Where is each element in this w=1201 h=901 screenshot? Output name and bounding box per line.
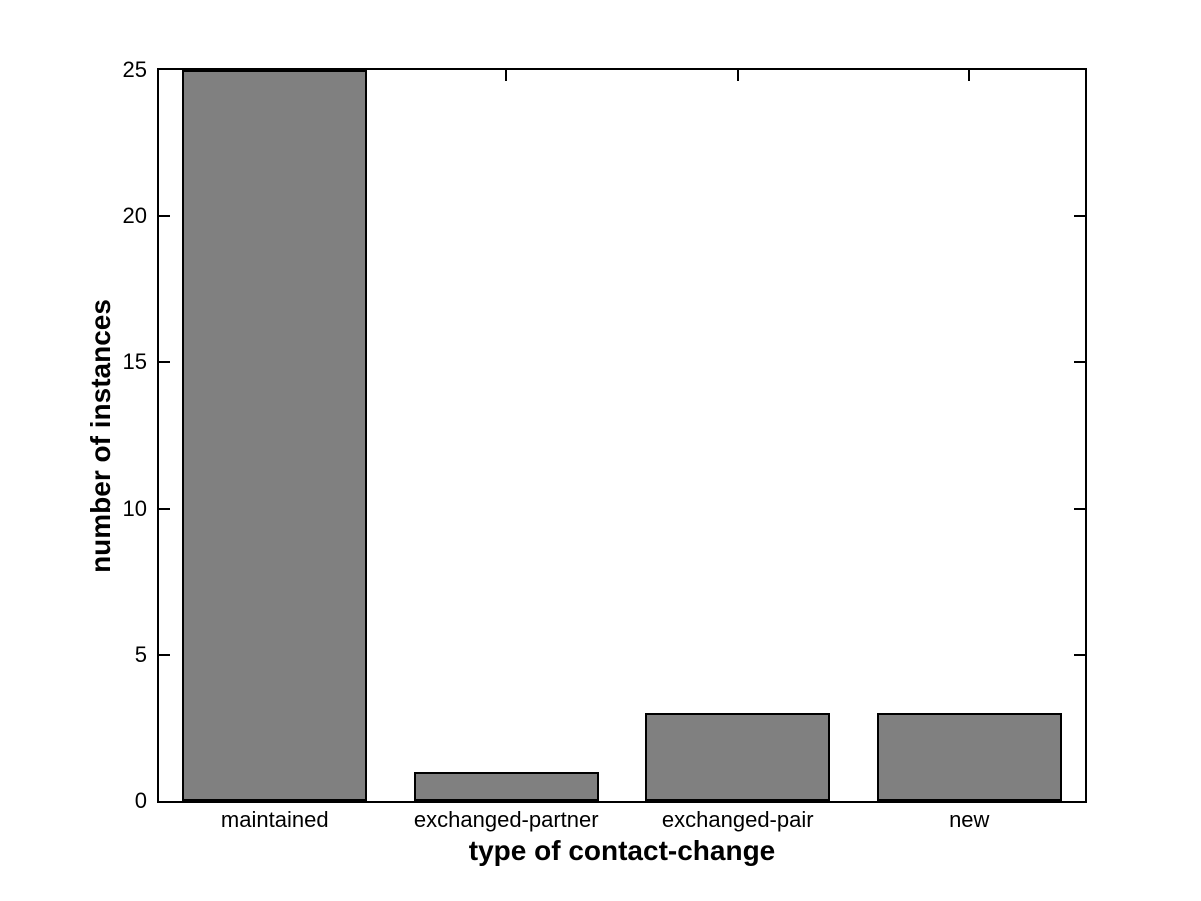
x-tick-label: maintained — [220, 807, 329, 832]
x-tick-mark-top — [505, 70, 508, 81]
y-tick-label: 0 — [134, 788, 147, 813]
x-tick-label: exchanged-partner — [413, 807, 599, 832]
y-tick-mark-left — [159, 507, 170, 510]
x-tick-mark-top — [968, 70, 971, 81]
x-tick-label: exchanged-pair — [661, 807, 814, 832]
x-axis-title: type of contact-change — [468, 835, 776, 866]
plot-area — [157, 68, 1087, 803]
y-tick-mark-left — [159, 215, 170, 218]
y-tick-mark-right — [1074, 215, 1085, 218]
x-tick-label: new — [949, 807, 990, 832]
bar-new — [877, 713, 1062, 801]
y-tick-mark-right — [1074, 507, 1085, 510]
bar-maintained — [182, 70, 367, 801]
y-axis-title: number of instances — [85, 299, 116, 573]
x-tick-mark-top — [736, 70, 739, 81]
y-tick-mark-right — [1074, 361, 1085, 364]
bar-exchanged-partner — [414, 772, 599, 801]
y-tick-label: 5 — [134, 641, 147, 667]
y-tick-label: 10 — [122, 495, 147, 521]
y-tick-label: 25 — [122, 57, 147, 82]
bar-exchanged-pair — [645, 713, 830, 801]
y-tick-label: 20 — [122, 203, 147, 229]
y-tick-label: 15 — [122, 349, 147, 375]
y-tick-mark-left — [159, 361, 170, 364]
y-tick-mark-left — [159, 653, 170, 656]
y-tick-mark-right — [1074, 653, 1085, 656]
